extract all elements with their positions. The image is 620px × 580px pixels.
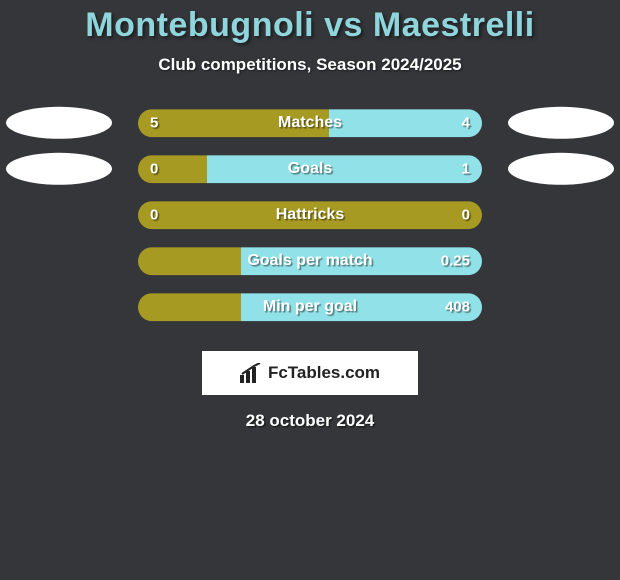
stat-bar: Hattricks00 [138,201,482,229]
stat-bar-left-seg [138,293,241,321]
stat-row: Goals per match0.25 [0,241,620,287]
stat-bar-left-seg [138,201,482,229]
stat-bar-right-seg [207,155,482,183]
player-left-oval [6,107,112,139]
stat-bar-left-seg [138,247,241,275]
player-left-oval [6,153,112,185]
stat-row: Hattricks00 [0,195,620,241]
stat-bar-left-seg [138,155,207,183]
stat-bar-right-seg [241,293,482,321]
source-badge-text: FcTables.com [268,363,380,383]
player-right-oval [508,153,614,185]
stat-bar-right-seg [241,247,482,275]
stat-bar: Min per goal408 [138,293,482,321]
source-badge: FcTables.com [202,351,418,395]
comparison-title: Montebugnoli vs Maestrelli [0,0,620,45]
stat-row: Min per goal408 [0,287,620,333]
snapshot-date: 28 october 2024 [0,411,620,431]
stat-bar-left-seg [138,109,329,137]
comparison-subtitle: Club competitions, Season 2024/2025 [0,55,620,75]
player-right-oval [508,107,614,139]
stat-bar: Goals per match0.25 [138,247,482,275]
stat-rows: Matches54 Goals01 Hattricks00 Goals per mat… [0,103,620,333]
bars-icon [240,363,262,383]
stat-bar: Matches54 [138,109,482,137]
stat-bar: Goals01 [138,155,482,183]
stat-row: Matches54 [0,103,620,149]
stat-bar-right-seg [329,109,482,137]
stat-row: Goals01 [0,149,620,195]
